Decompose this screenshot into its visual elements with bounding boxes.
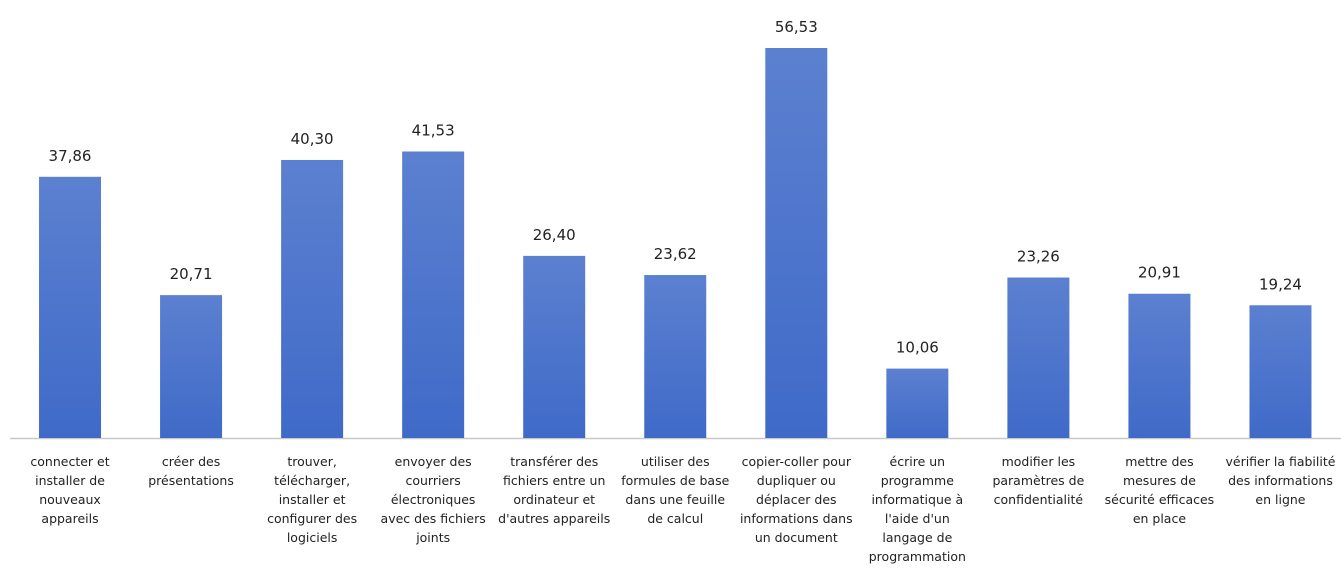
value-label: 10,06 — [896, 339, 939, 357]
bar — [1007, 277, 1070, 438]
x-tick-label: créer des présentations — [148, 454, 234, 488]
bar — [886, 368, 949, 438]
bar — [1249, 305, 1312, 438]
value-label: 23,26 — [1017, 248, 1060, 266]
bar — [644, 275, 707, 438]
x-tick-label: modifier les paramètres de confidentiali… — [992, 454, 1085, 507]
bar — [39, 176, 102, 438]
value-label: 56,53 — [775, 18, 818, 36]
value-label: 20,71 — [170, 265, 213, 283]
value-label: 41,53 — [412, 121, 455, 139]
value-label: 40,30 — [291, 130, 334, 148]
x-tick-label: trouver, télécharger, installer et confi… — [267, 454, 358, 545]
value-label: 26,40 — [533, 226, 576, 244]
bar — [1128, 293, 1191, 438]
x-tick-label: utiliser des formules de base dans une f… — [621, 454, 730, 526]
value-label: 37,86 — [49, 147, 92, 165]
bar — [402, 151, 465, 439]
bar — [765, 48, 828, 438]
value-label: 23,62 — [654, 245, 697, 263]
x-tick-label: écrire un programme informatique à l'aid… — [868, 454, 966, 564]
bar — [160, 295, 223, 438]
x-tick-label: mettre des mesures de sécurité efficaces… — [1104, 454, 1215, 526]
bar — [281, 159, 344, 438]
x-tick-label: vérifier la fiabilité des informations e… — [1225, 454, 1336, 507]
x-tick-label: transférer des fichiers entre un ordinat… — [498, 454, 611, 526]
value-label: 19,24 — [1259, 275, 1302, 293]
value-label: 20,91 — [1138, 264, 1181, 282]
bar — [523, 255, 586, 438]
x-tick-label: connecter et installer de nouveaux appar… — [30, 454, 110, 526]
x-tick-label: copier-coller pour dupliquer ou déplacer… — [739, 454, 853, 545]
x-tick-label: envoyer des courriers électroniques avec… — [380, 454, 486, 545]
